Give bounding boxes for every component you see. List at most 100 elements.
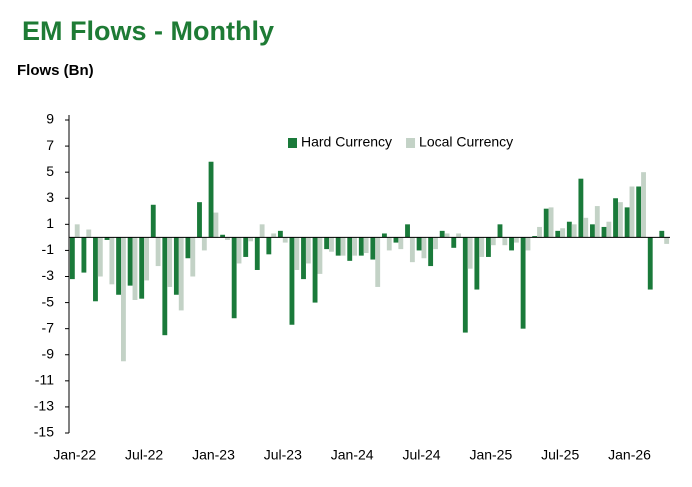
bar xyxy=(173,237,179,295)
bar xyxy=(474,237,480,290)
bar xyxy=(641,172,646,238)
bar xyxy=(248,237,253,242)
bar xyxy=(467,237,473,269)
bar xyxy=(381,233,387,238)
y-tick-label: -13 xyxy=(34,398,54,414)
bar xyxy=(236,237,242,264)
bar xyxy=(421,237,427,259)
bar xyxy=(97,237,103,277)
bar xyxy=(601,226,607,238)
bar xyxy=(231,237,237,319)
x-tick-label: Jul-22 xyxy=(125,447,163,463)
bar xyxy=(340,237,346,256)
bar xyxy=(439,230,445,238)
bar xyxy=(416,237,422,251)
y-tick-label: 1 xyxy=(46,215,54,231)
bar xyxy=(370,237,376,260)
y-tick-label: 7 xyxy=(46,137,54,153)
y-tick-label: -7 xyxy=(42,319,55,335)
bar xyxy=(317,237,323,274)
bar xyxy=(225,237,230,240)
y-tick-label: -1 xyxy=(42,241,55,257)
bar xyxy=(301,237,306,280)
bar xyxy=(305,237,311,264)
bar xyxy=(144,237,149,281)
bar xyxy=(155,237,161,267)
bar xyxy=(150,204,156,238)
bar xyxy=(289,237,295,325)
x-tick-label: Jan-22 xyxy=(53,447,96,463)
x-tick-label: Jan-24 xyxy=(331,447,374,463)
bar xyxy=(69,237,75,280)
bar xyxy=(190,237,196,277)
bar xyxy=(208,161,214,238)
bar xyxy=(659,230,665,238)
bar xyxy=(197,202,202,238)
legend-label: Hard Currency xyxy=(301,134,392,150)
bar xyxy=(513,237,519,243)
bar xyxy=(74,224,80,238)
bar xyxy=(509,237,514,251)
bar xyxy=(560,228,566,238)
bar xyxy=(479,237,485,257)
bar xyxy=(363,237,369,254)
y-axis-title: Flows (Bn) xyxy=(17,62,94,79)
bar xyxy=(375,237,381,287)
bar xyxy=(537,226,542,238)
x-tick-label: Jul-24 xyxy=(402,447,440,463)
bar xyxy=(393,237,399,243)
bar xyxy=(456,233,462,238)
bar xyxy=(636,186,642,238)
bar xyxy=(213,212,219,238)
bar xyxy=(502,237,508,246)
bar xyxy=(243,237,249,257)
bar xyxy=(497,224,503,238)
chart-title: EM Flows - Monthly xyxy=(22,16,274,46)
bar xyxy=(532,236,538,238)
bar xyxy=(324,237,330,250)
bar xyxy=(121,237,126,362)
bar xyxy=(220,234,226,238)
legend-swatch xyxy=(288,138,297,148)
bar xyxy=(462,237,468,333)
bar xyxy=(617,202,623,238)
bar xyxy=(451,237,457,248)
bar xyxy=(386,237,392,251)
bar xyxy=(178,237,184,311)
x-tick-label: Jul-23 xyxy=(264,447,302,463)
y-tick-label: 3 xyxy=(46,189,54,205)
legend-label: Local Currency xyxy=(419,134,513,150)
y-tick-label: 9 xyxy=(46,111,54,127)
bar xyxy=(162,237,168,336)
y-tick-label: -15 xyxy=(34,424,54,440)
y-tick-label: -5 xyxy=(42,293,55,309)
bar xyxy=(277,230,283,238)
y-tick-label: -11 xyxy=(35,372,54,388)
bar xyxy=(571,224,577,238)
bar xyxy=(398,237,404,250)
bar xyxy=(490,237,496,246)
bar xyxy=(201,237,207,251)
bar xyxy=(428,237,434,267)
bar xyxy=(81,237,87,273)
bar xyxy=(294,237,300,270)
bar xyxy=(647,237,653,290)
bar xyxy=(433,237,438,250)
x-tick-label: Jan-26 xyxy=(608,447,651,463)
y-tick-label: -3 xyxy=(42,267,55,283)
bar xyxy=(629,186,635,238)
bar xyxy=(548,207,554,238)
bar xyxy=(132,237,138,300)
bar xyxy=(520,237,526,329)
bar xyxy=(606,221,612,238)
bar xyxy=(444,233,450,238)
bar xyxy=(525,237,531,251)
bar xyxy=(266,237,272,255)
legend-swatch xyxy=(406,138,416,148)
bar xyxy=(271,233,277,238)
bar xyxy=(335,237,341,256)
bar xyxy=(167,237,173,287)
bar xyxy=(86,229,92,238)
bar xyxy=(664,237,670,244)
